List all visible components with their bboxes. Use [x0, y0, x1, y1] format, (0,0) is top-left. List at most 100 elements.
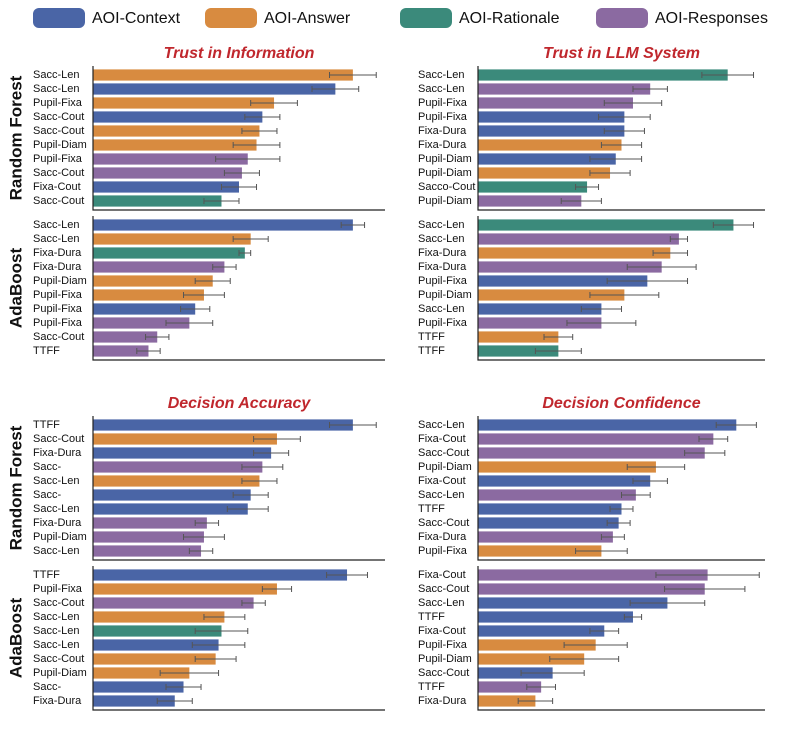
bar [478, 681, 542, 693]
error-bar [241, 478, 278, 484]
bar [478, 569, 708, 581]
legend-label: AOI-Responses [655, 10, 768, 27]
legend-swatch [400, 8, 452, 28]
category-label: Sacc-Len [33, 611, 79, 623]
error-bar [232, 142, 281, 148]
category-label: Pupil-Fixa [418, 275, 468, 287]
category-label: TTFF [418, 331, 445, 343]
error-bar [575, 548, 628, 554]
error-bar [632, 478, 668, 484]
error-bar [326, 572, 368, 578]
category-label: Fixa-Dura [33, 261, 82, 273]
category-label: Fixa-Dura [418, 695, 467, 707]
category-label: Sacc-Cout [33, 331, 84, 343]
category-label: Sacc-Len [418, 219, 464, 231]
panel-title: Decision Accuracy [168, 395, 312, 412]
axis [92, 566, 385, 711]
category-label: Sacc-Len [33, 639, 79, 651]
category-label: Sacc-Len [33, 625, 79, 637]
category-label: Pupil-Fixa [418, 111, 468, 123]
bar [93, 517, 207, 529]
error-bar [669, 236, 689, 242]
row-label: Random Forest [6, 75, 25, 200]
category-label: Sacc-Len [33, 83, 79, 95]
category-label: Sacc- [33, 489, 61, 501]
bar [478, 433, 714, 445]
category-label: TTFF [418, 681, 445, 693]
category-label: Sacc-Cout [33, 167, 84, 179]
category-label: Fixa-Dura [33, 247, 82, 259]
bar [93, 639, 219, 651]
error-bar [600, 142, 643, 148]
bar [93, 667, 190, 679]
error-bar [165, 684, 202, 690]
bar [93, 167, 242, 179]
error-bar [621, 492, 651, 498]
error-bar [566, 320, 637, 326]
category-label: Sacc-Cout [33, 433, 84, 445]
category-label: Fixa-Dura [33, 447, 82, 459]
category-label: Sacc- [33, 461, 61, 473]
category-label: Sacc-Len [33, 233, 79, 245]
bar [478, 261, 662, 273]
error-bar [261, 586, 293, 592]
row-label: AdaBoost [6, 248, 25, 329]
category-label: TTFF [33, 419, 60, 431]
axis [92, 66, 385, 211]
bar [478, 345, 559, 357]
bar [478, 489, 636, 501]
category-label: Pupil-Diam [418, 653, 472, 665]
legend-label: AOI-Answer [264, 10, 351, 27]
error-bar [241, 464, 284, 470]
error-bar [534, 348, 582, 354]
row-label: Random Forest [6, 425, 25, 550]
panel-title: Trust in Information [164, 45, 315, 62]
axis [92, 416, 385, 561]
category-label: Sacc-Cout [418, 447, 469, 459]
bar [478, 317, 602, 329]
category-label: Pupil-Diam [33, 531, 87, 543]
bar [478, 233, 679, 245]
bar [478, 531, 613, 543]
bar [478, 167, 611, 179]
bar [93, 681, 184, 693]
category-label: Fixa-Cout [418, 475, 466, 487]
bar [93, 489, 251, 501]
error-bar [329, 72, 377, 78]
bar [93, 317, 190, 329]
error-bar [183, 292, 225, 298]
error-bar [517, 698, 554, 704]
bar [93, 419, 353, 431]
bar [478, 331, 559, 343]
bar [478, 611, 633, 623]
error-bar [589, 170, 631, 176]
category-label: Pupil-Diam [418, 461, 472, 473]
bar [478, 139, 622, 151]
error-bar [606, 278, 689, 284]
error-bar [244, 114, 281, 120]
bar [93, 275, 213, 287]
category-label: TTFF [418, 611, 445, 623]
bar [93, 181, 239, 193]
category-label: Pupil-Diam [418, 195, 472, 207]
bar [478, 219, 734, 231]
error-bar [250, 100, 298, 106]
category-label: Sacc-Len [33, 69, 79, 81]
category-label: TTFF [33, 569, 60, 581]
error-bar [194, 656, 237, 662]
error-bar [560, 198, 602, 204]
error-bar [600, 534, 625, 540]
error-bar [215, 156, 281, 162]
bar [478, 111, 625, 123]
bar [478, 195, 582, 207]
legend-label: AOI-Rationale [459, 10, 560, 27]
bar [478, 695, 536, 707]
bar [478, 125, 625, 137]
bar [93, 545, 202, 557]
category-label: Pupil-Fixa [33, 153, 83, 165]
category-label: Sacc-Cout [33, 653, 84, 665]
axis [477, 216, 765, 361]
bar [478, 83, 651, 95]
error-bar [220, 184, 258, 190]
bar [93, 219, 353, 231]
